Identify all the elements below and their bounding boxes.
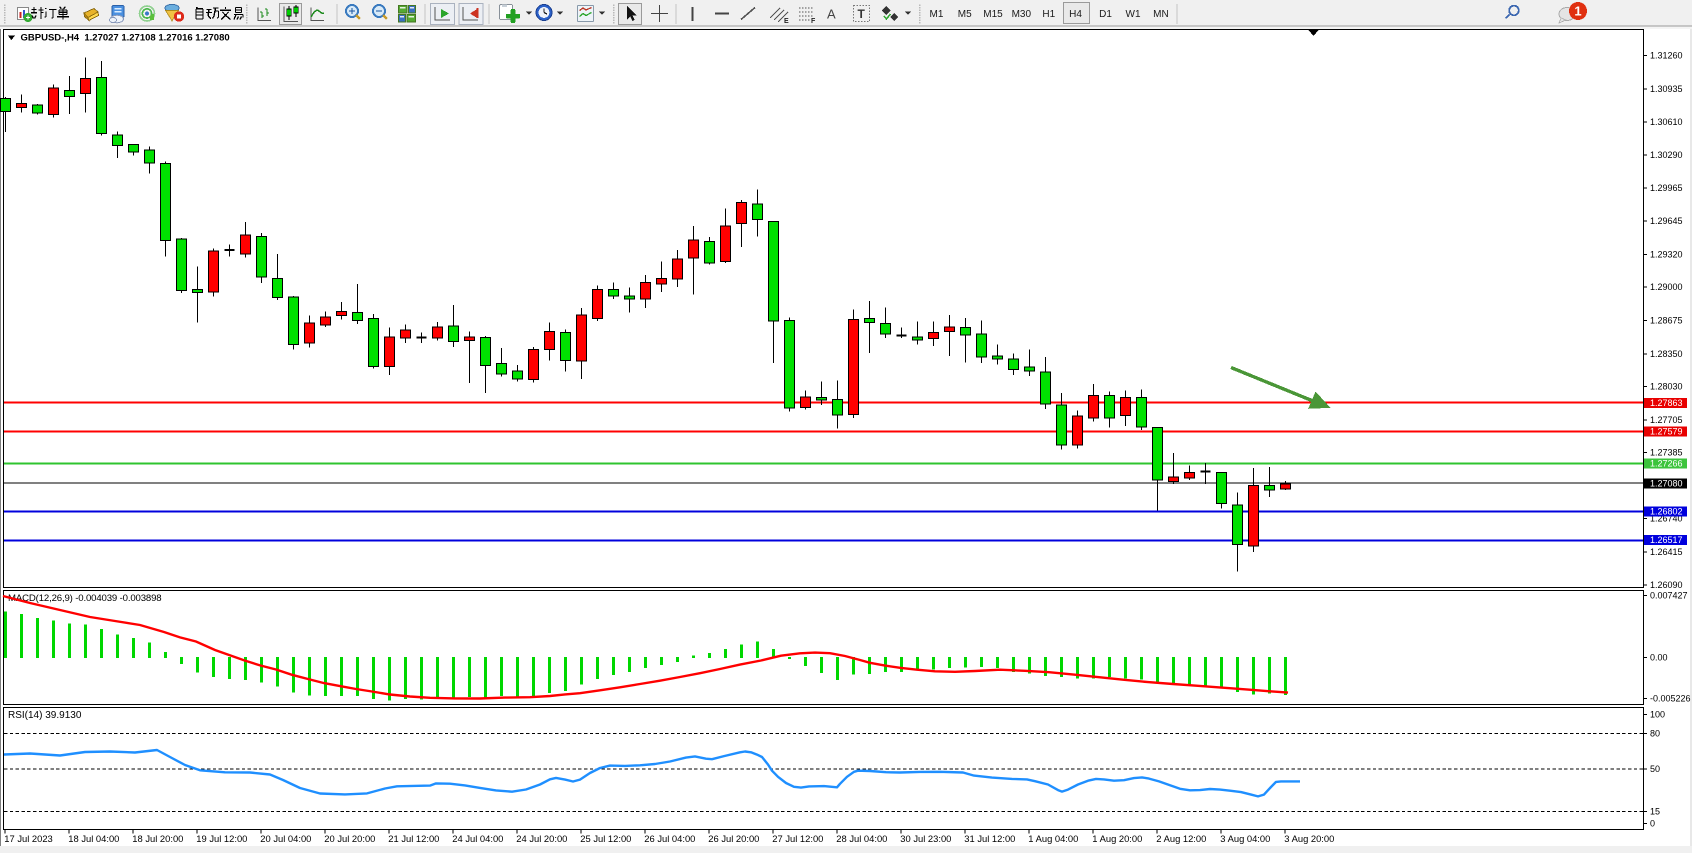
- svg-text:0: 0: [1650, 819, 1655, 829]
- svg-text:1.29320: 1.29320: [1650, 250, 1683, 260]
- svg-text:M30: M30: [1012, 9, 1032, 20]
- svg-text:1.31260: 1.31260: [1650, 51, 1683, 61]
- svg-text:D1: D1: [1099, 9, 1112, 20]
- svg-text:17 Jul 2023: 17 Jul 2023: [4, 833, 52, 844]
- svg-text:0.007427: 0.007427: [1650, 591, 1688, 601]
- svg-text:1.26802: 1.26802: [1650, 507, 1683, 517]
- svg-text:1.28350: 1.28350: [1650, 349, 1683, 359]
- svg-text:31 Jul 12:00: 31 Jul 12:00: [964, 833, 1015, 844]
- svg-text:1.29965: 1.29965: [1650, 183, 1683, 193]
- svg-text:F: F: [811, 18, 816, 25]
- svg-text:GBPUSD-,H4 1.27027 1.27108 1.: GBPUSD-,H4 1.27027 1.27108 1.27016 1.270…: [21, 33, 230, 44]
- svg-text:MN: MN: [1153, 9, 1169, 20]
- svg-text:W1: W1: [1126, 9, 1141, 20]
- svg-text:25 Jul 12:00: 25 Jul 12:00: [580, 833, 631, 844]
- svg-text:20 Jul 04:00: 20 Jul 04:00: [260, 833, 311, 844]
- svg-text:1.26415: 1.26415: [1650, 547, 1683, 557]
- svg-text:18 Jul 04:00: 18 Jul 04:00: [68, 833, 119, 844]
- svg-text:RSI(14) 39.9130: RSI(14) 39.9130: [8, 710, 82, 721]
- svg-text:M1: M1: [930, 9, 944, 20]
- svg-text:3 Aug 20:00: 3 Aug 20:00: [1284, 833, 1334, 844]
- svg-text:24 Jul 04:00: 24 Jul 04:00: [452, 833, 503, 844]
- svg-text:21 Jul 12:00: 21 Jul 12:00: [388, 833, 439, 844]
- svg-text:1 Aug 20:00: 1 Aug 20:00: [1092, 833, 1142, 844]
- svg-text:1 Aug 04:00: 1 Aug 04:00: [1028, 833, 1078, 844]
- svg-text:1.29645: 1.29645: [1650, 216, 1683, 226]
- svg-text:1.30290: 1.30290: [1650, 150, 1683, 160]
- svg-text:19 Jul 12:00: 19 Jul 12:00: [196, 833, 247, 844]
- svg-text:1.30610: 1.30610: [1650, 117, 1683, 127]
- svg-text:100: 100: [1650, 710, 1665, 720]
- svg-text:80: 80: [1650, 729, 1660, 739]
- svg-text:1.28030: 1.28030: [1650, 382, 1683, 392]
- svg-text:1.27080: 1.27080: [1650, 479, 1683, 489]
- svg-text:M15: M15: [983, 9, 1003, 20]
- svg-text:24 Jul 20:00: 24 Jul 20:00: [516, 833, 567, 844]
- svg-text:MACD(12,26,9) -0.004039 -0.003: MACD(12,26,9) -0.004039 -0.003898: [8, 593, 161, 604]
- svg-text:1.27385: 1.27385: [1650, 448, 1683, 458]
- svg-text:0.00: 0.00: [1650, 653, 1668, 663]
- svg-text:1.29000: 1.29000: [1650, 282, 1683, 292]
- svg-text:E: E: [784, 18, 789, 25]
- svg-text:20 Jul 20:00: 20 Jul 20:00: [324, 833, 375, 844]
- svg-text:1.27266: 1.27266: [1650, 459, 1683, 469]
- svg-text:1.26090: 1.26090: [1650, 580, 1683, 590]
- svg-text:M5: M5: [958, 9, 972, 20]
- svg-text:1.30935: 1.30935: [1650, 84, 1683, 94]
- svg-text:15: 15: [1650, 807, 1660, 817]
- svg-text:A: A: [827, 7, 836, 22]
- svg-text:2 Aug 12:00: 2 Aug 12:00: [1156, 833, 1206, 844]
- svg-text:1: 1: [1574, 4, 1581, 19]
- svg-text:26 Jul 04:00: 26 Jul 04:00: [644, 833, 695, 844]
- svg-text:1.26517: 1.26517: [1650, 535, 1683, 545]
- svg-text:H1: H1: [1042, 9, 1055, 20]
- svg-text:30 Jul 23:00: 30 Jul 23:00: [900, 833, 951, 844]
- svg-text:H4: H4: [1069, 9, 1082, 20]
- svg-text:T: T: [858, 7, 866, 21]
- svg-text:1.26740: 1.26740: [1650, 514, 1683, 524]
- svg-text:1.27705: 1.27705: [1650, 415, 1683, 425]
- svg-text:18 Jul 20:00: 18 Jul 20:00: [132, 833, 183, 844]
- svg-text:1.27863: 1.27863: [1650, 398, 1683, 408]
- svg-text:3 Aug 04:00: 3 Aug 04:00: [1220, 833, 1270, 844]
- svg-text:50: 50: [1650, 764, 1660, 774]
- svg-text:-0.005226: -0.005226: [1650, 694, 1691, 704]
- svg-text:27 Jul 12:00: 27 Jul 12:00: [772, 833, 823, 844]
- svg-text:28 Jul 04:00: 28 Jul 04:00: [836, 833, 887, 844]
- svg-text:1.27579: 1.27579: [1650, 427, 1683, 437]
- svg-text:1.28675: 1.28675: [1650, 316, 1683, 326]
- svg-text:26 Jul 20:00: 26 Jul 20:00: [708, 833, 759, 844]
